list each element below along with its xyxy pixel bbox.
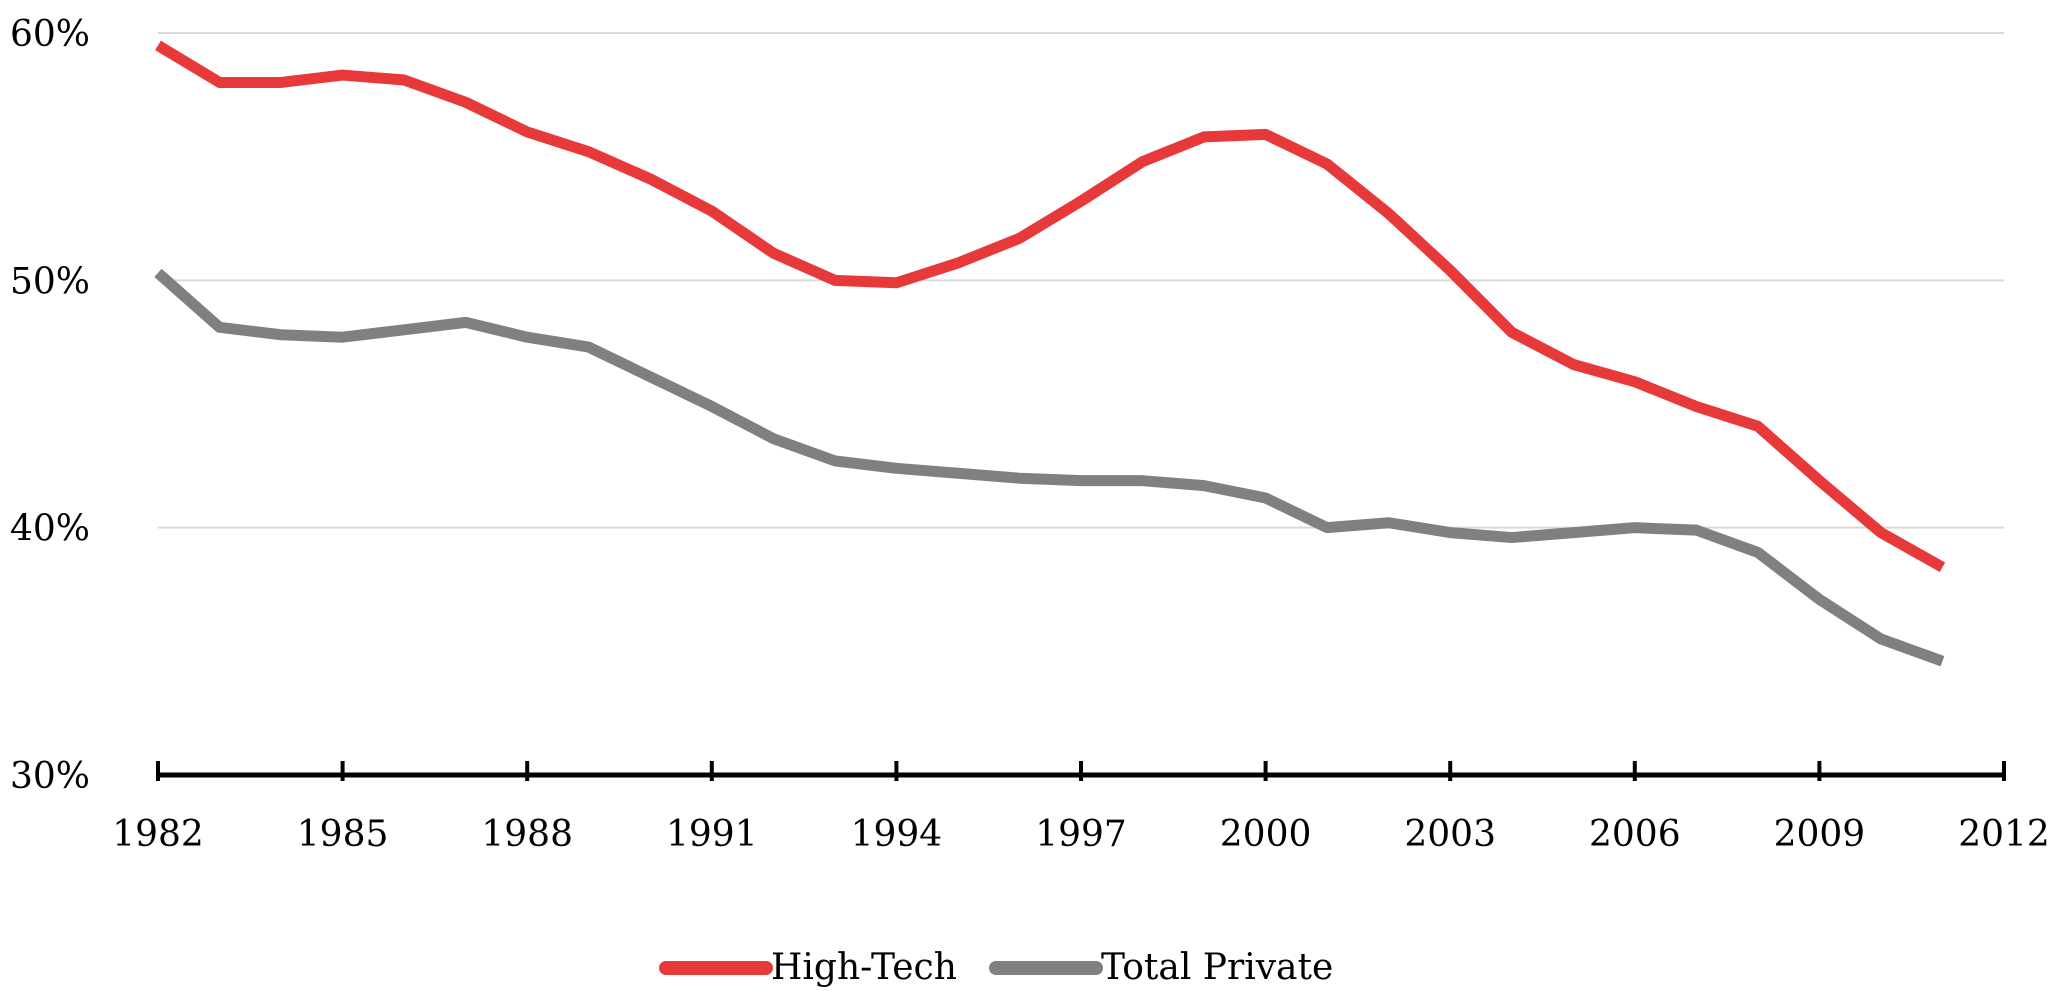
- x-tick-label: 1997: [1035, 814, 1127, 855]
- x-tick-label: 2006: [1589, 814, 1681, 855]
- y-tick-label: 30%: [10, 756, 90, 797]
- legend-label: Total Private: [1101, 947, 1333, 988]
- x-tick-label: 1991: [666, 814, 758, 855]
- line-series: [155, 40, 1946, 573]
- x-tick-label: 2000: [1220, 814, 1312, 855]
- x-tick-label: 1988: [481, 814, 573, 855]
- y-tick-label: 60%: [10, 14, 90, 55]
- line-series: [154, 268, 1945, 667]
- x-tick-label: 2003: [1404, 814, 1496, 855]
- x-tick-label: 2012: [1958, 814, 2050, 855]
- y-tick-label: 50%: [10, 261, 90, 302]
- x-tick-label: 2009: [1774, 814, 1866, 855]
- y-tick-label: 40%: [10, 509, 90, 550]
- x-tick-label: 1982: [112, 814, 204, 855]
- x-tick-label: 1994: [851, 814, 943, 855]
- x-tick-label: 1985: [297, 814, 389, 855]
- legend-label: High-Tech: [771, 947, 957, 988]
